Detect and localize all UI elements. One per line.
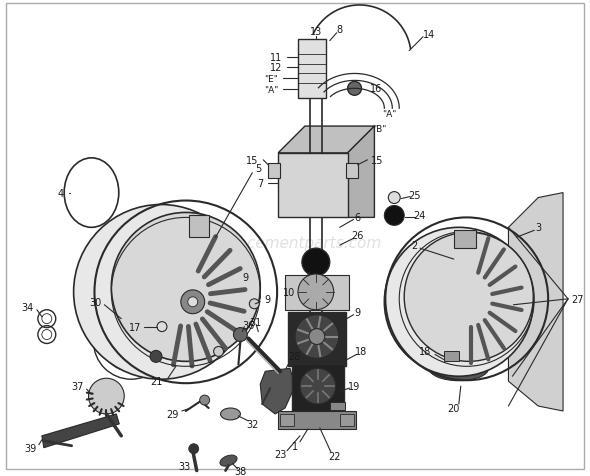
Circle shape (302, 248, 330, 277)
Text: 12: 12 (270, 62, 282, 72)
Polygon shape (42, 414, 119, 448)
Text: 18: 18 (355, 347, 368, 357)
Circle shape (150, 351, 162, 363)
Circle shape (298, 275, 334, 310)
Text: 5: 5 (255, 163, 261, 173)
Text: 21: 21 (150, 377, 163, 387)
Bar (278, 411, 356, 429)
Ellipse shape (136, 243, 235, 352)
Circle shape (384, 228, 533, 377)
Text: 13: 13 (310, 27, 322, 37)
Circle shape (157, 322, 167, 332)
Circle shape (188, 297, 198, 307)
Circle shape (384, 206, 404, 226)
Text: 9: 9 (264, 294, 270, 304)
Circle shape (348, 82, 362, 96)
Polygon shape (260, 368, 295, 414)
Circle shape (181, 290, 205, 314)
Text: 9: 9 (242, 272, 248, 282)
Circle shape (309, 329, 325, 345)
Bar (346, 163, 358, 178)
Text: 38: 38 (234, 466, 247, 476)
Ellipse shape (220, 455, 237, 466)
Text: "E": "E" (264, 75, 278, 84)
Text: 36: 36 (242, 320, 254, 330)
Circle shape (250, 299, 259, 309)
Text: 10: 10 (283, 287, 295, 297)
Circle shape (189, 444, 199, 454)
Bar (268, 163, 280, 178)
Circle shape (214, 347, 224, 357)
Text: 2: 2 (411, 241, 417, 251)
Text: 34: 34 (22, 302, 34, 312)
Ellipse shape (221, 408, 240, 420)
Text: 8: 8 (337, 25, 343, 35)
Ellipse shape (424, 237, 518, 361)
Text: 9: 9 (355, 307, 360, 317)
Text: 19: 19 (349, 381, 360, 391)
Text: 25: 25 (408, 190, 421, 200)
Circle shape (74, 205, 248, 379)
Circle shape (234, 328, 247, 342)
Text: replacementparts.com: replacementparts.com (208, 235, 382, 250)
Circle shape (112, 213, 260, 362)
Polygon shape (509, 193, 563, 411)
Polygon shape (348, 127, 375, 218)
Polygon shape (278, 127, 375, 154)
Text: 33: 33 (179, 461, 191, 471)
Text: 29: 29 (166, 409, 179, 419)
Text: 26: 26 (352, 231, 363, 241)
Text: 4: 4 (58, 188, 64, 198)
Bar (280, 414, 294, 426)
Text: 18: 18 (419, 347, 431, 357)
Bar (288, 312, 346, 367)
Bar (330, 402, 345, 410)
Text: 17: 17 (129, 322, 141, 332)
Bar (444, 352, 459, 362)
Text: 11: 11 (270, 52, 282, 62)
Ellipse shape (454, 248, 468, 258)
Text: "A": "A" (264, 86, 278, 95)
Text: 7: 7 (257, 178, 263, 188)
Text: 39: 39 (25, 443, 37, 453)
Text: "A": "A" (382, 109, 396, 119)
Text: 32: 32 (246, 419, 258, 429)
Circle shape (300, 368, 336, 404)
Text: 23: 23 (274, 449, 286, 459)
Bar (340, 414, 353, 426)
Text: 31: 31 (249, 317, 261, 327)
Text: 14: 14 (423, 30, 435, 40)
Text: 15: 15 (246, 156, 258, 166)
Text: 1: 1 (292, 441, 298, 451)
Circle shape (330, 322, 340, 332)
Circle shape (388, 192, 400, 204)
Bar (285, 276, 349, 310)
Text: "B": "B" (372, 124, 386, 133)
Circle shape (404, 233, 533, 362)
Ellipse shape (429, 356, 489, 381)
Text: 28: 28 (288, 352, 300, 362)
Text: 27: 27 (571, 294, 584, 304)
Circle shape (199, 395, 209, 405)
Ellipse shape (466, 305, 496, 349)
Bar (454, 231, 476, 248)
Circle shape (295, 315, 339, 358)
Text: 3: 3 (535, 223, 541, 233)
Text: 22: 22 (329, 451, 341, 461)
Text: 6: 6 (355, 213, 360, 223)
Circle shape (250, 292, 260, 302)
Circle shape (88, 378, 124, 414)
Bar (298, 40, 326, 99)
Text: 30: 30 (89, 297, 101, 307)
Bar (189, 216, 209, 238)
Text: 15: 15 (372, 156, 384, 166)
Text: 24: 24 (413, 211, 425, 221)
Text: 37: 37 (71, 381, 84, 391)
Text: 20: 20 (448, 403, 460, 413)
Text: 16: 16 (369, 84, 382, 94)
Bar (292, 365, 343, 414)
Bar (278, 154, 348, 218)
